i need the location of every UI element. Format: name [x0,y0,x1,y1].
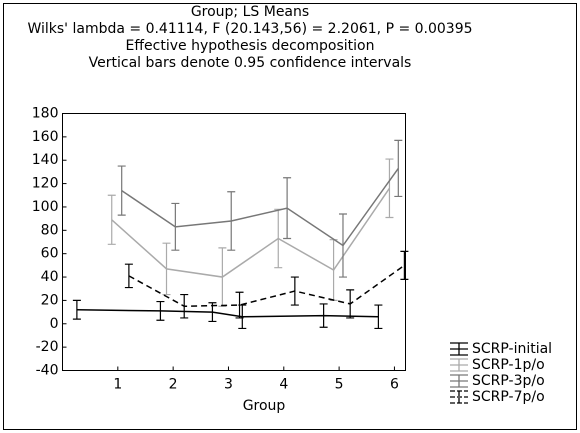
error-bar [346,289,355,319]
y-tick-label: 140 [32,152,59,168]
legend-label: SCRP-1p/o [472,357,545,373]
y-tick-label: 60 [41,246,59,262]
y-tick-label: 180 [32,106,59,122]
legend-swatch [450,358,468,372]
y-tick-label: 120 [32,176,59,192]
error-bar [117,165,126,216]
chart-title: Group; LS Means [191,4,309,20]
y-tick-label: -20 [36,339,59,355]
y-tick-label: -40 [36,363,59,379]
error-bar [283,177,292,240]
plot-area [62,113,406,371]
y-tick-label: 100 [32,199,59,215]
error-bar [394,139,403,198]
error-bar [72,299,81,320]
legend-label: SCRP-3p/o [472,373,545,389]
error-bar [124,263,133,289]
y-tick-label: 40 [41,269,59,285]
error-bar [290,276,299,306]
error-bar [338,213,347,278]
y-tick-label: 80 [41,222,59,238]
chart-title: Wilks' lambda = 0.41114, F (20.143,56) =… [27,21,472,37]
error-bar [329,239,338,302]
series-line [76,309,379,318]
error-bar [274,208,283,269]
error-bar [171,202,180,251]
error-bar [319,303,328,328]
error-bar [374,304,383,330]
x-tick-label: 6 [390,377,399,393]
error-bar [162,242,171,296]
chart-title: Effective hypothesis decomposition [126,38,375,54]
error-bar [400,250,409,280]
legend-swatch [450,342,468,356]
x-axis-label: Group [243,398,286,414]
error-bar [156,300,165,321]
y-tick-label: 20 [41,292,59,308]
x-tick-label: 4 [279,377,288,393]
y-tick-label: 160 [32,129,59,145]
x-tick-label: 1 [113,377,122,393]
error-bar [235,291,244,319]
error-bar [107,194,116,245]
x-tick-label: 2 [169,377,178,393]
error-bar [218,247,227,307]
x-tick-label: 5 [335,377,344,393]
series-line [128,264,405,308]
chart-title: Vertical bars denote 0.95 confidence int… [89,55,412,71]
legend-label: SCRP-7p/o [472,389,545,405]
x-tick-label: 3 [224,377,233,393]
legend-swatch [450,390,468,404]
series-line [111,187,391,278]
frame [3,3,577,430]
error-bar [227,191,236,251]
y-tick-label: 0 [50,316,59,332]
series-line [121,167,399,247]
legend-swatch [450,374,468,388]
error-bar [385,158,394,219]
legend-label: SCRP-initial [472,341,552,357]
error-bar [180,293,189,319]
